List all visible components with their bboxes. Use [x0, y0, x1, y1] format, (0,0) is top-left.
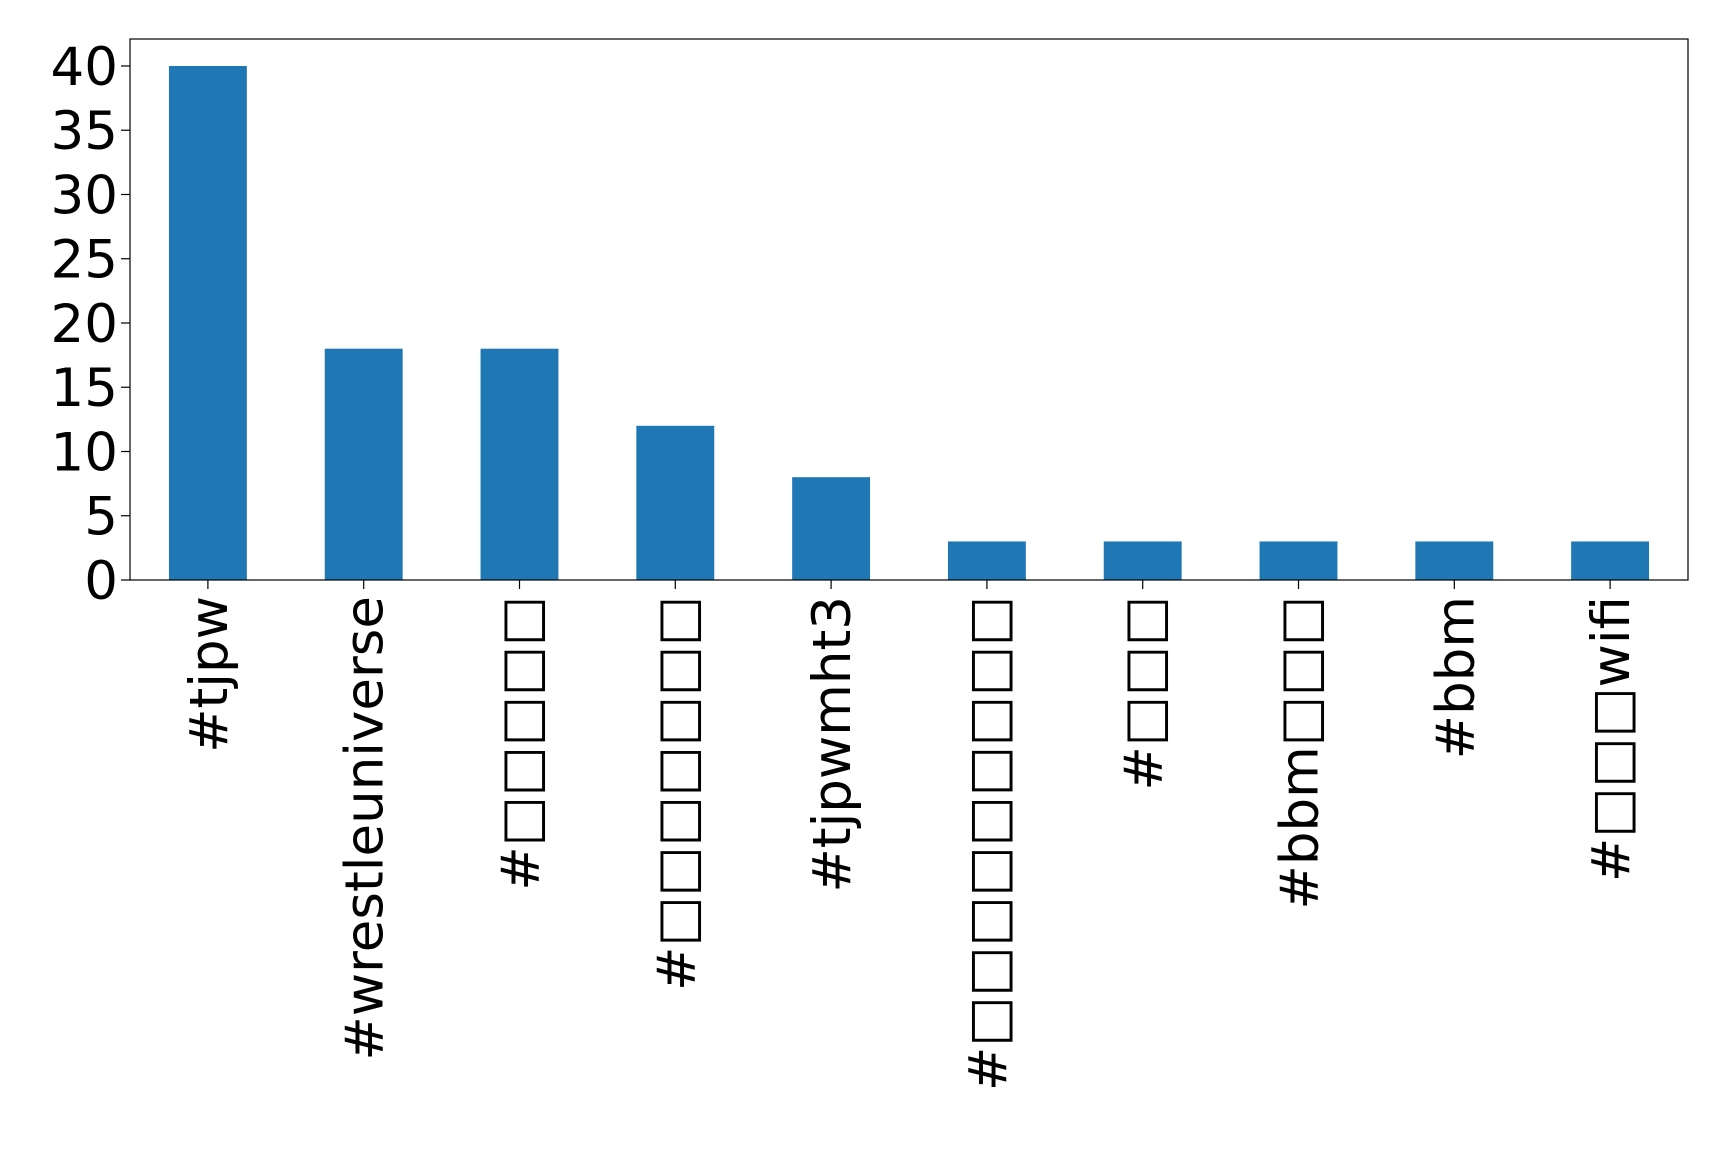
- y-tick-label: 30: [51, 165, 118, 226]
- x-tick-label: #tjpw: [179, 596, 240, 753]
- y-tick-label: 25: [51, 230, 118, 291]
- bar: [947, 541, 1026, 580]
- y-tick-label: 5: [84, 487, 118, 548]
- y-tick-label: 20: [51, 294, 118, 355]
- x-tick-label: #□□□□□□□□□: [958, 596, 1019, 1091]
- bar: [324, 348, 403, 580]
- bar: [1259, 541, 1338, 580]
- y-tick-label: 10: [51, 422, 118, 483]
- bar: [1415, 541, 1494, 580]
- x-tick-label: #□□□□□□□: [646, 596, 707, 991]
- x-tick-label: #bbm: [1425, 596, 1486, 759]
- bar: [1103, 541, 1182, 580]
- x-tick-label: #□□□wifi: [1581, 596, 1642, 882]
- y-tick-label: 35: [51, 101, 118, 162]
- x-tick-label: #□□□□□: [491, 596, 552, 891]
- bar: [480, 348, 559, 580]
- y-tick-label: 15: [51, 358, 118, 419]
- x-tick-label: #□□□: [1114, 596, 1175, 791]
- x-tick-label: #tjpwmht3: [802, 596, 863, 893]
- bar: [792, 477, 871, 580]
- y-tick-label: 0: [84, 551, 118, 612]
- bar: [168, 65, 247, 581]
- x-tick-label: #bbm□□□: [1270, 596, 1331, 910]
- bar: [636, 425, 715, 580]
- bar: [1571, 541, 1650, 580]
- x-tick-label: #wrestleuniverse: [335, 596, 396, 1061]
- plot-frame: [129, 38, 1689, 581]
- y-tick-label: 40: [51, 37, 118, 98]
